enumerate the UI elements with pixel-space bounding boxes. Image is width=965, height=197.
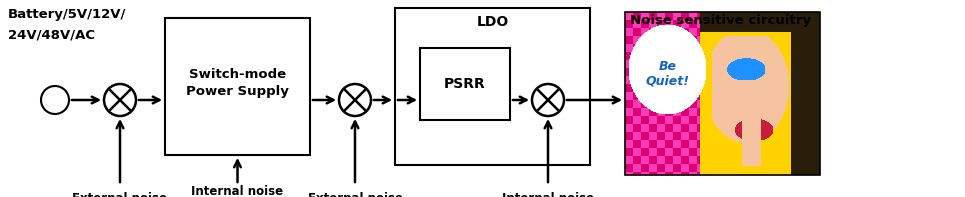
Text: Noise sensitive circuitry: Noise sensitive circuitry — [630, 14, 811, 27]
Text: External noise: External noise — [308, 192, 402, 197]
Text: Internal noise: Internal noise — [502, 192, 594, 197]
Text: Be
Quiet!: Be Quiet! — [646, 60, 690, 88]
Text: Internal noise: Internal noise — [191, 185, 284, 197]
Text: LDO: LDO — [477, 15, 509, 29]
Circle shape — [41, 86, 69, 114]
Circle shape — [339, 84, 371, 116]
Circle shape — [532, 84, 564, 116]
Text: Power Supply: Power Supply — [186, 85, 289, 98]
Bar — [625, 12, 820, 175]
Circle shape — [104, 84, 136, 116]
Bar — [395, 8, 590, 165]
Text: External noise: External noise — [72, 192, 168, 197]
Text: Battery/5V/12V/: Battery/5V/12V/ — [8, 8, 126, 21]
Bar — [165, 18, 310, 155]
Text: PSRR: PSRR — [444, 77, 485, 91]
Bar — [420, 48, 510, 120]
Text: 24V/48V/AC: 24V/48V/AC — [8, 28, 95, 41]
Text: Switch-mode: Switch-mode — [189, 68, 286, 81]
